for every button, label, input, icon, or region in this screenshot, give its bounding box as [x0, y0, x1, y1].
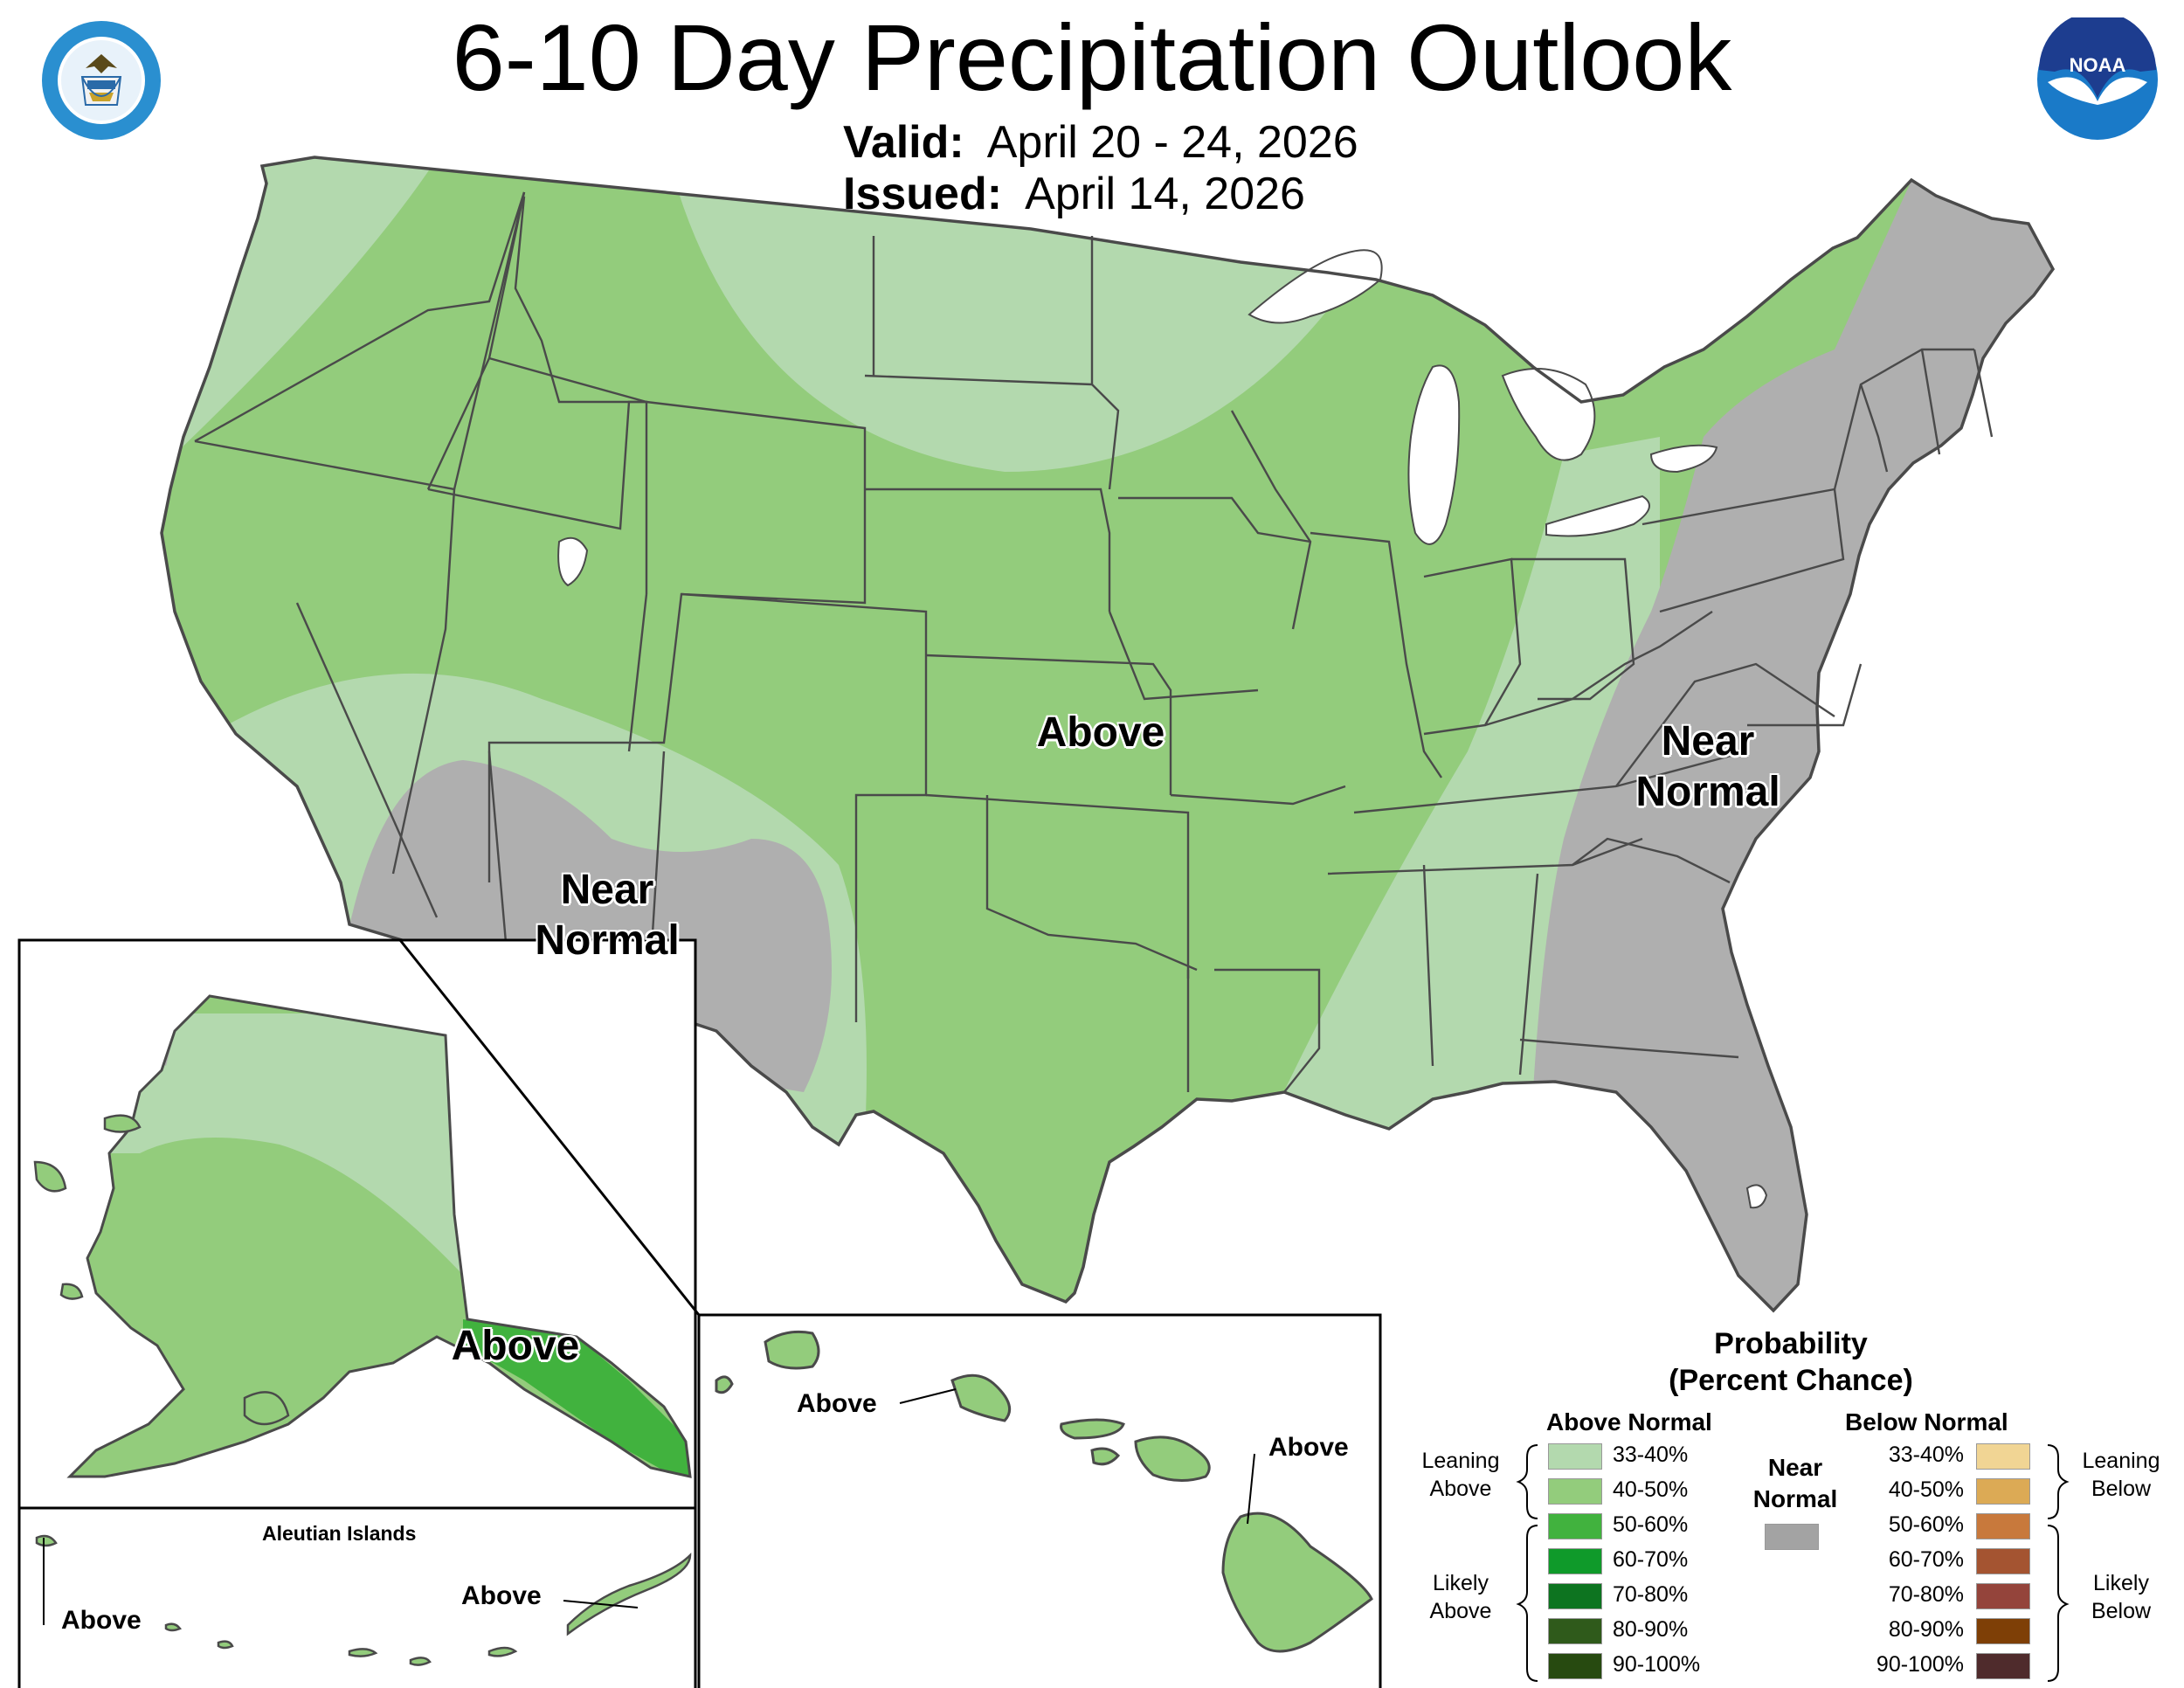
hawaii-right-above-label: Above — [1268, 1433, 1349, 1462]
legend-below-swatch — [1976, 1583, 2030, 1609]
svg-text:NOAA: NOAA — [2070, 54, 2126, 76]
legend-above-braces — [1516, 1444, 1538, 1682]
molokai-island — [1060, 1418, 1125, 1440]
hawaii-right-pointer — [1247, 1453, 1255, 1525]
legend-likely-below: Likely Below — [2091, 1571, 2152, 1623]
legend-below-swatch — [1976, 1618, 2030, 1644]
legend-above-swatch — [1548, 1513, 1602, 1539]
legend-below-swatch — [1976, 1548, 2030, 1574]
hawaii-islands — [715, 1330, 1373, 1653]
legend-above-label: 70-80% — [1613, 1582, 1689, 1607]
aleutian-islands-title: Aleutian Islands — [262, 1522, 417, 1545]
lanai-island — [1090, 1447, 1121, 1466]
legend-below-swatch — [1976, 1478, 2030, 1505]
legend-above-label: 60-70% — [1613, 1547, 1689, 1572]
legend-below-label: 60-70% — [1888, 1547, 1964, 1572]
legend-above-swatch — [1548, 1653, 1602, 1679]
legend-below-label: 50-60% — [1888, 1512, 1964, 1537]
alaska-above-50-60-area — [463, 1319, 690, 1477]
alaska-leaning-area — [87, 1013, 472, 1284]
aleutian-inset-frame — [17, 1506, 697, 1688]
oregon-california-border — [194, 439, 456, 875]
legend-below-swatch — [1976, 1443, 2030, 1470]
legend-likely-above: Likely Above — [1429, 1571, 1492, 1623]
southwest-near-normal-label: Near Normal — [535, 867, 680, 964]
legend-below-braces — [2047, 1444, 2070, 1682]
lake-erie — [1545, 495, 1650, 537]
legend-above-label: 50-60% — [1613, 1512, 1689, 1537]
legend-above-label: 33-40% — [1613, 1442, 1689, 1467]
legend-leaning-above: Leaning Above — [1421, 1449, 1500, 1501]
noaa-logo-icon: NOAA — [2037, 17, 2158, 140]
legend-above-swatch — [1548, 1478, 1602, 1505]
alaska-islands — [33, 1114, 290, 1426]
aleutian-right-pointer — [563, 1600, 639, 1608]
issued-date: Issued: April 14, 2026 — [843, 168, 1305, 220]
legend-above-swatch — [1548, 1618, 1602, 1644]
conus-above-label: Above — [1036, 709, 1165, 756]
state-borders — [194, 191, 1994, 1093]
issued-label: Issued: — [843, 169, 1003, 219]
department-of-commerce-seal-icon — [42, 21, 161, 140]
legend-title: Probability (Percent Chance) — [1669, 1327, 1913, 1397]
aleutian-islands — [35, 1534, 692, 1666]
alaska-above-label: Above — [451, 1323, 580, 1369]
big-island — [1221, 1512, 1373, 1653]
legend-near-normal-swatch — [1765, 1524, 1819, 1550]
legend-leaning-below: Leaning Below — [2082, 1449, 2160, 1501]
lake-michigan — [1407, 364, 1461, 545]
legend-below-label: 80-90% — [1888, 1617, 1964, 1642]
valid-dates: Valid: April 20 - 24, 2026 — [843, 116, 1358, 169]
aleutian-right-above-label: Above — [461, 1581, 542, 1610]
kauai-island — [764, 1330, 820, 1370]
great-lakes — [557, 249, 1718, 587]
niihau-island — [715, 1375, 734, 1394]
legend-below-swatch — [1976, 1513, 2030, 1539]
hawaii-left-pointer — [899, 1388, 957, 1404]
legend-above-swatch — [1548, 1548, 1602, 1574]
legend-above-swatch — [1548, 1443, 1602, 1470]
legend-below-header: Below Normal — [1845, 1408, 2008, 1435]
lake-superior — [1248, 249, 1383, 324]
legend-above-header: Above Normal — [1546, 1408, 1712, 1435]
southwest-near-normal-area — [349, 760, 832, 1092]
legend-above-label: 40-50% — [1613, 1477, 1689, 1502]
valid-value: April 20 - 24, 2026 — [986, 117, 1358, 168]
hawaii-left-above-label: Above — [797, 1389, 877, 1418]
legend-above-label: 90-100% — [1613, 1652, 1701, 1677]
legend-below-label: 90-100% — [1876, 1652, 1964, 1677]
aleutian-left-above-label: Above — [61, 1606, 142, 1635]
legend-below-label: 40-50% — [1888, 1477, 1964, 1502]
oahu-island — [950, 1373, 1012, 1422]
map-title: 6-10 Day Precipitation Outlook — [452, 4, 1732, 110]
lake-okeechobee — [1745, 1184, 1768, 1209]
great-salt-lake — [557, 536, 589, 587]
lake-ontario — [1649, 444, 1718, 474]
issued-value: April 14, 2026 — [1025, 169, 1305, 219]
legend-above-swatch — [1548, 1583, 1602, 1609]
alaska-inset-pointer — [398, 939, 701, 1316]
lake-huron — [1501, 368, 1596, 461]
legend-below-label: 70-80% — [1888, 1582, 1964, 1607]
legend-near-normal-header: Near Normal — [1752, 1454, 1838, 1512]
legend-below-label: 33-40% — [1888, 1442, 1964, 1467]
valid-label: Valid: — [843, 117, 964, 168]
legend-above-label: 80-90% — [1613, 1617, 1689, 1642]
east-near-normal-label: Near Normal — [1635, 718, 1780, 815]
maui-island — [1134, 1435, 1211, 1482]
legend-below-swatch — [1976, 1653, 2030, 1679]
